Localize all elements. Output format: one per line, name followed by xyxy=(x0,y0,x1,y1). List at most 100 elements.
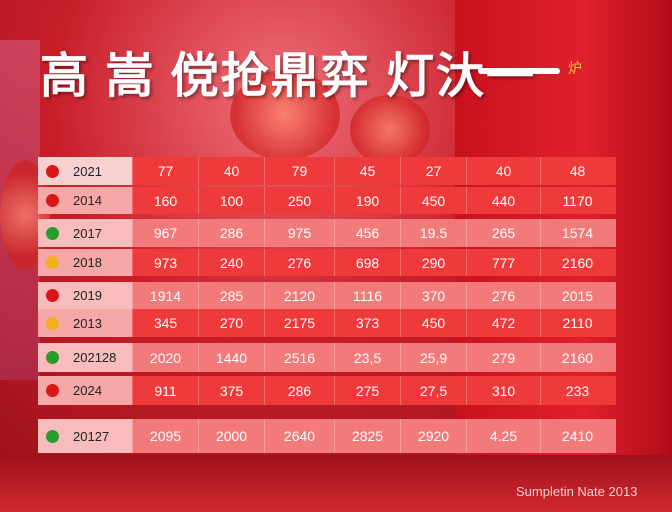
lantern xyxy=(230,70,340,160)
title-dash xyxy=(478,68,560,74)
table-cell: 276 xyxy=(264,249,334,276)
table-cell: 160 xyxy=(132,187,198,214)
table-cell: 2160 xyxy=(540,249,614,276)
table-cell: 2516 xyxy=(264,343,334,372)
table-cell: 2095 xyxy=(132,419,198,453)
row-label: 2019 xyxy=(38,282,132,309)
row-label: 20127 xyxy=(38,419,132,453)
table-cell: 2175 xyxy=(264,309,334,337)
table-cell: 2920 xyxy=(400,419,466,453)
table-cell: 456 xyxy=(334,219,400,247)
row-year: 2017 xyxy=(73,225,102,241)
row-label: 2014 xyxy=(38,187,132,214)
row-year: 2014 xyxy=(73,193,102,208)
table-cell: 2160 xyxy=(540,343,614,372)
coin-icon xyxy=(46,289,59,302)
table-cell: 2825 xyxy=(334,419,400,453)
table-cell: 275 xyxy=(334,376,400,405)
lantern xyxy=(350,95,430,165)
coin-icon xyxy=(46,226,59,240)
table-cell: 45 xyxy=(334,157,400,185)
table-cell: 27 xyxy=(400,157,466,185)
table-cell: 911 xyxy=(132,376,198,405)
table-cell: 2110 xyxy=(540,309,614,337)
table-cell: 19.5 xyxy=(400,219,466,247)
table-cell: 2640 xyxy=(264,419,334,453)
row-label: 2024 xyxy=(38,376,132,405)
table-row: 2021 77 40 79 45 27 40 48 xyxy=(38,157,616,185)
table-cell: 270 xyxy=(198,309,264,337)
table-cell: 1914 xyxy=(132,282,198,309)
page-title: 高 嵩 傥抢鼎弈 灯汏一 xyxy=(40,50,537,103)
table-cell: 2410 xyxy=(540,419,614,453)
table-cell: 190 xyxy=(334,187,400,214)
table-cell: 279 xyxy=(466,343,540,372)
row-label: 2017 xyxy=(38,219,132,247)
coin-icon xyxy=(46,351,59,364)
table-cell: 1116 xyxy=(334,282,400,309)
table-cell: 240 xyxy=(198,249,264,276)
row-year: 20127 xyxy=(73,428,110,444)
row-label: 2018 xyxy=(38,249,132,276)
footer-caption: Sumpletin Nate 2013 xyxy=(516,484,638,499)
coin-icon xyxy=(46,256,59,269)
table-cell: 373 xyxy=(334,309,400,337)
table-cell: 975 xyxy=(264,219,334,247)
table-row: 2013 345 270 2175 373 450 472 2110 xyxy=(38,309,616,337)
table-row: 2018 973 240 276 698 290 777 2160 xyxy=(38,249,616,276)
table-cell: 450 xyxy=(400,187,466,214)
table-row: 2014 160 100 250 190 450 440 1170 xyxy=(38,187,616,214)
table-cell: 48 xyxy=(540,157,614,185)
table-cell: 286 xyxy=(198,219,264,247)
row-label: 2013 xyxy=(38,309,132,337)
seal: 炉 xyxy=(568,60,582,76)
table-cell: 2120 xyxy=(264,282,334,309)
table-cell: 472 xyxy=(466,309,540,337)
table-cell: 77 xyxy=(132,157,198,185)
row-year: 2013 xyxy=(73,315,102,331)
table-cell: 23,5 xyxy=(334,343,400,372)
table-cell: 285 xyxy=(198,282,264,309)
table-cell: 370 xyxy=(400,282,466,309)
table-row: 2019 1914 285 2120 1116 370 276 2015 xyxy=(38,282,616,309)
table-cell: 276 xyxy=(466,282,540,309)
table-cell: 973 xyxy=(132,249,198,276)
table-cell: 2020 xyxy=(132,343,198,372)
table-row: 202128 2020 1440 2516 23,5 25,9 279 2160 xyxy=(38,343,616,372)
table-cell: 250 xyxy=(264,187,334,214)
table-cell: 375 xyxy=(198,376,264,405)
row-label: 2021 xyxy=(38,157,132,185)
coin-icon xyxy=(46,316,59,330)
table-cell: 40 xyxy=(466,157,540,185)
floor xyxy=(0,455,672,512)
table-cell: 40 xyxy=(198,157,264,185)
table-cell: 310 xyxy=(466,376,540,405)
row-label: 202128 xyxy=(38,343,132,372)
table-cell: 777 xyxy=(466,249,540,276)
table-row: 2024 911 375 286 275 27,5 310 233 xyxy=(38,376,616,405)
row-year: 2019 xyxy=(73,288,102,303)
coin-icon xyxy=(46,384,59,397)
table-cell: 2000 xyxy=(198,419,264,453)
row-year: 202128 xyxy=(73,350,117,365)
row-year: 2021 xyxy=(73,163,102,179)
table-cell: 4.25 xyxy=(466,419,540,453)
table-cell: 698 xyxy=(334,249,400,276)
table-cell: 79 xyxy=(264,157,334,185)
coin-icon xyxy=(46,429,59,443)
table-cell: 440 xyxy=(466,187,540,214)
table-cell: 265 xyxy=(466,219,540,247)
table-cell: 290 xyxy=(400,249,466,276)
table-cell: 100 xyxy=(198,187,264,214)
row-year: 2024 xyxy=(73,383,102,398)
table-cell: 967 xyxy=(132,219,198,247)
table-cell: 27,5 xyxy=(400,376,466,405)
table-cell: 2015 xyxy=(540,282,614,309)
table-cell: 1574 xyxy=(540,219,614,247)
table-cell: 1440 xyxy=(198,343,264,372)
table-cell: 25,9 xyxy=(400,343,466,372)
table-row: 20127 2095 2000 2640 2825 2920 4.25 2410 xyxy=(38,419,616,453)
table-cell: 286 xyxy=(264,376,334,405)
table-cell: 345 xyxy=(132,309,198,337)
coin-icon xyxy=(46,164,59,178)
